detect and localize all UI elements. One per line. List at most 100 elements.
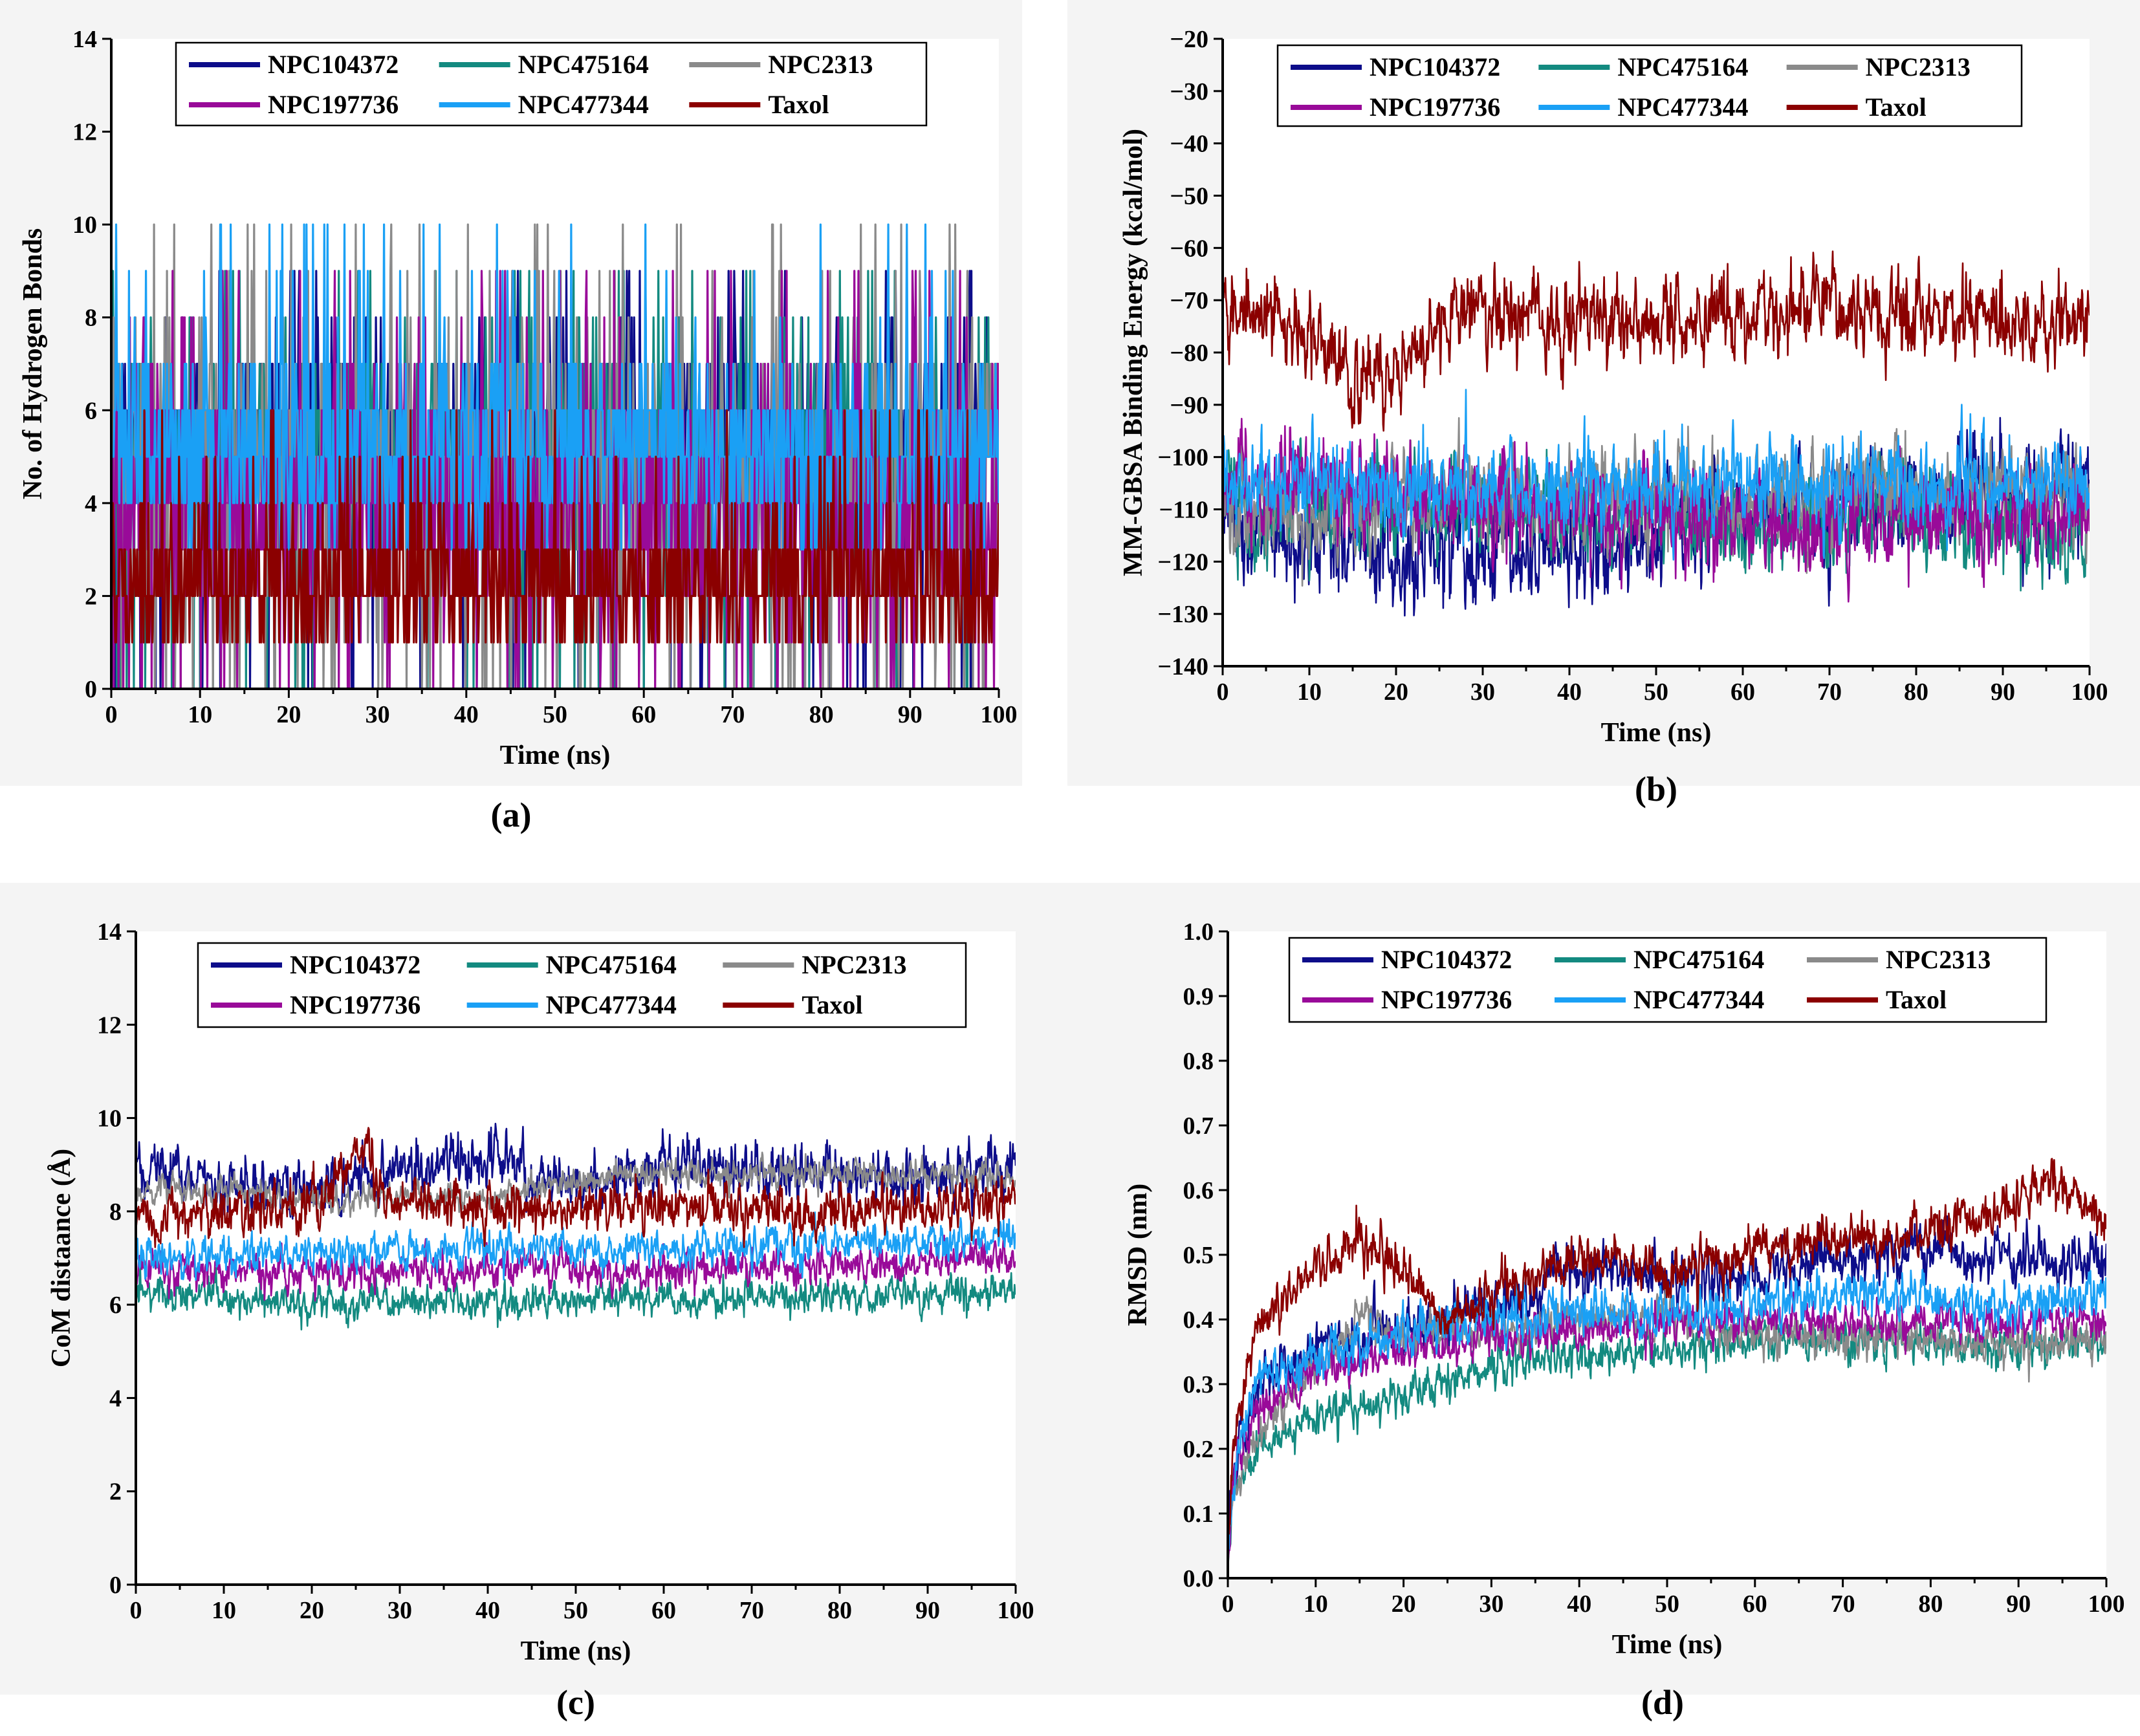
y-tick-label: −120: [1157, 548, 1208, 576]
chart-panel-b: 0 10 20 30 40 50 60 70 80 90 100 −140 −130 −120 −110 −1…: [1067, 0, 2140, 808]
x-tick-label: 60: [651, 1597, 676, 1624]
legend-label-NPC104372: NPC104372: [1370, 52, 1500, 81]
x-tick-label: 10: [188, 701, 212, 728]
legend-label-NPC197736: NPC197736: [290, 990, 420, 1019]
legend-label-Taxol: Taxol: [768, 90, 829, 119]
x-tick-label: 10: [212, 1597, 236, 1624]
y-tick-label: −30: [1170, 78, 1208, 105]
legend-label-NPC477344: NPC477344: [546, 990, 677, 1019]
chart-panel-a: 0 10 20 30 40 50 60 70 80 90 100 0 2 4 6 8 10 12 14 Time (n…: [0, 0, 1022, 834]
legend-label-NPC475164: NPC475164: [518, 50, 649, 79]
legend-label-NPC477344: NPC477344: [1633, 985, 1764, 1014]
series-line-NPC475164: [136, 1266, 1016, 1330]
x-tick-label: 50: [543, 701, 567, 728]
y-tick-label: 0.6: [1183, 1177, 1214, 1204]
x-tick-label: 0: [130, 1597, 142, 1624]
x-tick-label: 40: [1557, 678, 1582, 706]
legend-box: [175, 41, 928, 127]
x-tick-label: 90: [915, 1597, 940, 1624]
chart-panel-c: 0 10 20 30 40 50 60 70 80 90 100 0 2 4 6 8 10 12 14 Time (n…: [0, 883, 1067, 1722]
y-tick-label: −40: [1170, 131, 1208, 158]
x-tick-label: 70: [739, 1597, 764, 1624]
y-axis-label: No. of Hydrogen Bonds: [18, 228, 48, 499]
y-tick-label: 6: [109, 1292, 122, 1319]
x-tick-label: 20: [1384, 678, 1408, 706]
x-tick-label: 50: [563, 1597, 588, 1624]
y-tick-label: −20: [1170, 26, 1208, 53]
panel-caption: (a): [491, 796, 532, 834]
series-line-Taxol: [111, 409, 999, 644]
x-tick-label: 70: [720, 701, 745, 728]
plot-area: [1228, 931, 2106, 1578]
legend-label-NPC104372: NPC104372: [290, 950, 420, 979]
y-tick-label: 2: [109, 1479, 122, 1506]
series-group: [136, 1122, 1016, 1330]
panel-caption: (d): [1641, 1683, 1684, 1722]
y-tick-label: 0.2: [1183, 1436, 1214, 1463]
x-tick-label: 60: [1731, 678, 1755, 706]
legend-label-Taxol: Taxol: [1866, 92, 1927, 122]
y-tick-label: 10: [97, 1105, 122, 1133]
x-tick-label: 100: [2088, 1590, 2125, 1618]
series-line-NPC477344: [136, 1211, 1016, 1281]
legend-label-NPC197736: NPC197736: [1370, 92, 1500, 122]
x-tick-label: 90: [898, 701, 923, 728]
y-tick-label: 0.7: [1183, 1112, 1214, 1140]
legend-label-NPC104372: NPC104372: [1381, 945, 1512, 974]
x-tick-label: 90: [1991, 678, 2015, 706]
y-tick-label: 0.4: [1183, 1307, 1214, 1334]
x-tick-label: 30: [1479, 1590, 1503, 1618]
legend-label-NPC197736: NPC197736: [268, 90, 399, 119]
x-tick-label: 0: [1217, 678, 1229, 706]
panel-caption: (b): [1635, 770, 1677, 808]
x-tick-label: 50: [1655, 1590, 1679, 1618]
x-tick-label: 40: [475, 1597, 500, 1624]
x-tick-label: 10: [1304, 1590, 1328, 1618]
y-axis-label: MM-GBSA Binding Energy (kcal/mol): [1119, 129, 1148, 576]
legend-label-NPC197736: NPC197736: [1381, 985, 1512, 1014]
series-line-NPC197736: [1228, 1291, 2106, 1578]
series-line-Taxol: [1223, 250, 2090, 432]
y-tick-label: 1.0: [1183, 918, 1214, 946]
x-tick-label: 60: [631, 701, 656, 728]
y-tick-label: 0.8: [1183, 1048, 1214, 1075]
x-tick-label: 70: [1831, 1590, 1855, 1618]
x-tick-label: 100: [981, 701, 1018, 728]
x-tick-label: 60: [1743, 1590, 1767, 1618]
x-tick-label: 80: [809, 701, 834, 728]
x-tick-label: 20: [276, 701, 301, 728]
y-tick-label: 12: [97, 1012, 122, 1039]
legend-label-NPC477344: NPC477344: [518, 90, 649, 119]
legend-label-NPC2313: NPC2313: [1866, 52, 1971, 81]
x-tick-label: 80: [1904, 678, 1928, 706]
series-group: [111, 223, 999, 689]
series-line-NPC477344: [1228, 1268, 2106, 1578]
y-tick-label: 0.1: [1183, 1501, 1214, 1528]
series-line-Taxol: [136, 1127, 1016, 1248]
legend-label-NPC475164: NPC475164: [546, 950, 677, 979]
legend-label-NPC477344: NPC477344: [1617, 92, 1748, 122]
legend-box: [1276, 44, 2023, 127]
y-tick-label: 0.3: [1183, 1371, 1214, 1398]
x-tick-label: 90: [2006, 1590, 2031, 1618]
legend-label-NPC2313: NPC2313: [1886, 945, 1991, 974]
series-line-Taxol: [1228, 1158, 2106, 1578]
legend-label-NPC475164: NPC475164: [1617, 52, 1748, 81]
y-tick-label: 4: [109, 1385, 122, 1412]
y-tick-label: −110: [1159, 497, 1208, 524]
panel-caption: (c): [556, 1683, 595, 1722]
y-tick-label: 14: [97, 918, 122, 946]
y-tick-label: 4: [85, 490, 97, 517]
x-axis-label: Time (ns): [1601, 718, 1712, 748]
x-tick-label: 80: [1918, 1590, 1943, 1618]
x-tick-label: 40: [1567, 1590, 1591, 1618]
legend-label-NPC2313: NPC2313: [768, 50, 873, 79]
y-tick-label: 0.5: [1183, 1242, 1214, 1269]
y-tick-label: 0: [85, 676, 97, 703]
legend-label-Taxol: Taxol: [802, 990, 862, 1019]
x-tick-label: 10: [1297, 678, 1322, 706]
chart-panel-d: 0 10 20 30 40 50 60 70 80 90 100 0.0 0.1 0.2 0.3 0.4 0.5…: [1067, 883, 2140, 1722]
y-tick-label: −80: [1170, 340, 1208, 367]
y-tick-label: 2: [85, 583, 97, 610]
